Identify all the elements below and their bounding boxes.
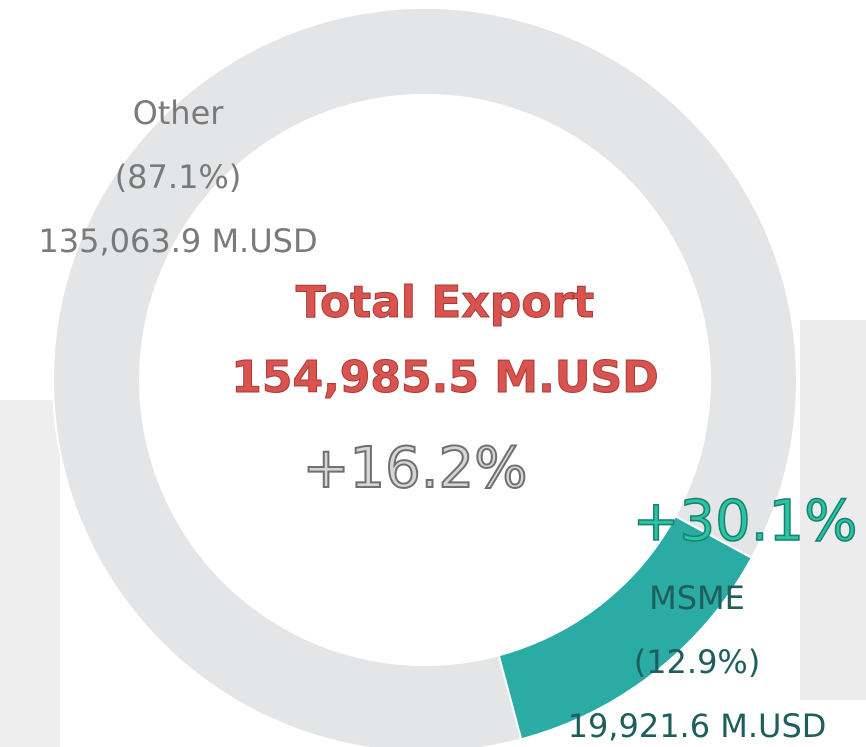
segment-percent: (87.1%) xyxy=(115,158,242,196)
donut-segment xyxy=(497,514,754,741)
segment-amount: 135,063.9 M.USD xyxy=(38,222,317,260)
segment-name: MSME xyxy=(649,579,745,617)
ring xyxy=(52,6,798,747)
background-image xyxy=(800,320,866,700)
background-image xyxy=(0,400,60,747)
segment-percent: (12.9%) xyxy=(634,643,761,681)
segment-amount: 19,921.6 M.USD xyxy=(568,707,827,745)
segment-change: +30.1% xyxy=(633,489,858,554)
center-title: Total Export xyxy=(296,277,594,328)
donut-segment xyxy=(52,6,798,747)
segment-name: Other xyxy=(133,94,225,132)
center-value: 154,985.5 M.USD xyxy=(231,352,659,403)
center-change: +16.2% xyxy=(303,436,528,501)
